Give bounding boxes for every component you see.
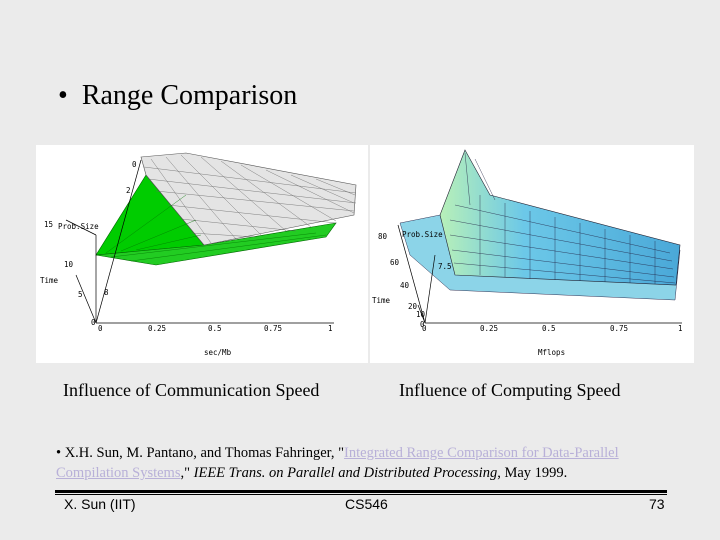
footer-page-number: 73 <box>649 496 665 512</box>
probsize-tick-10: 10 <box>416 310 426 319</box>
probsize-tick-7-5: 7.5 <box>438 262 452 271</box>
time-tick-10: 10 <box>64 260 74 269</box>
plot-axes <box>397 224 682 324</box>
probsize-axis-title: Prob.Size <box>58 222 99 231</box>
caption-computing-speed: Influence of Computing Speed <box>399 380 621 400</box>
time-tick-0: 0 <box>91 318 96 327</box>
mesh-lines <box>143 154 357 244</box>
title-text: Range Comparison <box>81 80 298 111</box>
reference-citation: • X.H. Sun, M. Pantano, and Thomas Fahri… <box>56 443 686 483</box>
green-surface-lower <box>95 222 337 266</box>
x-tick-4: 1 <box>678 324 683 333</box>
time-tick-0: 0 <box>420 320 425 329</box>
title-bullet: • <box>58 80 68 111</box>
x-tick-2: 0.5 <box>208 324 222 333</box>
x-tick-1: 0.25 <box>480 324 498 333</box>
footer-author: X. Sun (IIT) <box>64 496 136 512</box>
x-axis-title: sec/Mb <box>204 348 232 357</box>
communication-speed-plot: 0 0.25 0.5 0.75 1 sec/Mb 15 10 5 0 Time … <box>36 145 368 363</box>
x-tick-2: 0.5 <box>542 324 556 333</box>
slide-title: • Range Comparison <box>58 80 297 112</box>
x-tick-4: 1 <box>328 324 333 333</box>
x-tick-3: 0.75 <box>610 324 628 333</box>
reference-venue: IEEE Trans. on Parallel and Distributed … <box>193 465 498 481</box>
footer-rule-thick <box>55 490 667 493</box>
reference-bullet: • <box>56 445 62 461</box>
probsize-tick-8: 8 <box>104 288 109 297</box>
computing-plot-svg: 0 0.25 0.5 0.75 1 Mflops 80 60 40 20 0 T… <box>372 149 683 357</box>
time-tick-60: 60 <box>390 258 400 267</box>
reference-date: , May 1999. <box>497 465 568 481</box>
surface-mesh-lines <box>449 152 676 284</box>
plot-axes <box>65 159 334 324</box>
probsize-tick-0: 0 <box>132 160 137 169</box>
time-tick-80: 80 <box>378 232 388 241</box>
x-tick-1: 0.25 <box>148 324 166 333</box>
x-tick-3: 0.75 <box>264 324 282 333</box>
reference-authors: X.H. Sun, M. Pantano, and Thomas Fahring… <box>64 445 345 461</box>
time-tick-40: 40 <box>400 281 410 290</box>
time-axis-title: Time <box>40 276 59 285</box>
time-tick-15: 15 <box>44 220 53 229</box>
x-tick-0: 0 <box>98 324 103 333</box>
probsize-axis-title: Prob.Size <box>402 230 443 239</box>
time-tick-5: 5 <box>78 290 83 299</box>
footer-rule-thin <box>55 494 667 495</box>
caption-communication-speed: Influence of Communication Speed <box>63 380 320 400</box>
reference-after-link: ," <box>180 465 194 481</box>
x-tick-0: 0 <box>422 324 427 333</box>
green-mesh-lines <box>105 194 327 262</box>
footer-course: CS546 <box>345 496 388 512</box>
time-axis-title: Time <box>372 296 391 305</box>
reference-link[interactable]: Integrated Range Comparison for Data-Par… <box>56 445 619 481</box>
mesh-surface <box>140 152 357 246</box>
computing-speed-plot: 0 0.25 0.5 0.75 1 Mflops 80 60 40 20 0 T… <box>370 145 694 363</box>
communication-plot-svg: 0 0.25 0.5 0.75 1 sec/Mb 15 10 5 0 Time … <box>40 152 357 357</box>
time-tick-20: 20 <box>408 302 418 311</box>
probsize-tick-2: 2 <box>126 186 131 195</box>
x-axis-title: Mflops <box>538 348 565 357</box>
